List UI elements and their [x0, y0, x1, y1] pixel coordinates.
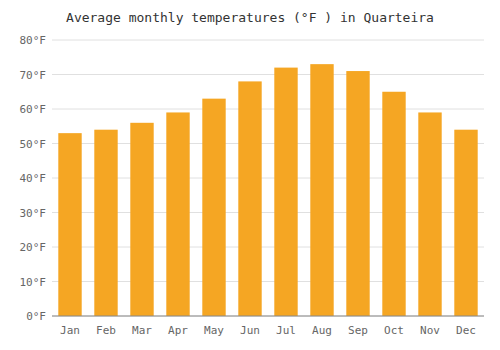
x-tick-label: Mar: [132, 324, 152, 337]
x-tick-label: Feb: [96, 324, 116, 337]
bar: [202, 99, 225, 316]
title: Average monthly temperatures (°F ) in Qu…: [66, 10, 434, 25]
bars: [58, 64, 477, 316]
bar: [454, 130, 477, 316]
x-tick-label: Aug: [312, 324, 332, 337]
grid: [52, 40, 484, 316]
bar: [418, 112, 441, 316]
y-tick-label: 40°F: [20, 172, 47, 185]
x-tick-label: Apr: [168, 324, 188, 337]
y-tick-label: 70°F: [20, 69, 47, 82]
x-tick-label: May: [204, 324, 224, 337]
grid-line: [52, 74, 484, 75]
chart-svg: Average monthly temperatures (°F ) in Qu…: [0, 0, 500, 350]
x-tick-label: Jul: [276, 324, 296, 337]
bar: [238, 81, 261, 316]
y-tick-label: 60°F: [20, 103, 47, 116]
bar: [274, 68, 297, 316]
y-tick-label: 20°F: [20, 241, 47, 254]
bar: [346, 71, 369, 316]
x-tick-label: Sep: [348, 324, 368, 337]
bar: [58, 133, 81, 316]
y-tick-label: 10°F: [20, 276, 47, 289]
y-tick-label: 0°F: [26, 310, 46, 323]
bar: [130, 123, 153, 316]
chart-container: Average monthly temperatures (°F ) in Qu…: [0, 0, 500, 350]
x-tick-label: Jan: [60, 324, 80, 337]
bar: [310, 64, 333, 316]
y-tick-label: 30°F: [20, 207, 47, 220]
grid-line: [52, 109, 484, 110]
bar: [94, 130, 117, 316]
x-tick-label: Jun: [240, 324, 260, 337]
x-tick-label: Dec: [456, 324, 476, 337]
grid-line: [52, 40, 484, 41]
x-axis-line: [52, 316, 484, 317]
y-tick-label: 80°F: [20, 34, 47, 47]
y-tick-label: 50°F: [20, 138, 47, 151]
grid-line: [52, 316, 484, 317]
bar: [382, 92, 405, 316]
x-tick-label: Nov: [420, 324, 440, 337]
bar: [166, 112, 189, 316]
x-tick-label: Oct: [384, 324, 404, 337]
